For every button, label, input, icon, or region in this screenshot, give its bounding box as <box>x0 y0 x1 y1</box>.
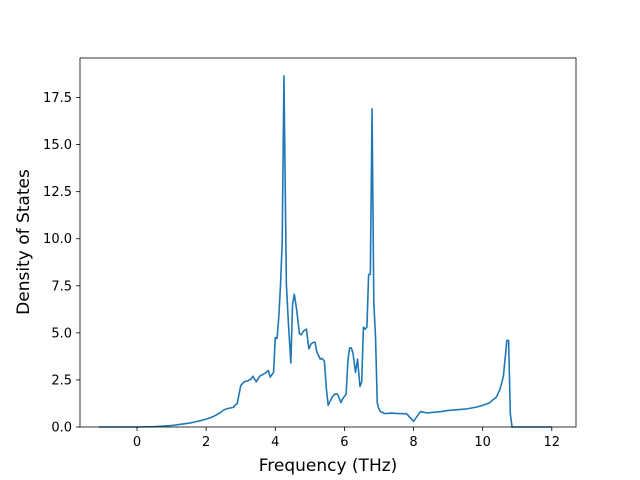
y-tick-label: 2.5 <box>51 373 72 388</box>
x-tick-label: 0 <box>133 435 141 450</box>
x-axis-ticks: 0 2 4 6 8 10 12 <box>133 427 560 450</box>
y-tick-label: 10.0 <box>43 232 72 247</box>
x-tick-label: 4 <box>271 435 279 450</box>
y-tick-label: 12.5 <box>43 185 72 200</box>
x-tick-label: 8 <box>409 435 417 450</box>
x-tick-label: 6 <box>340 435 348 450</box>
y-tick-label: 5.0 <box>51 326 72 341</box>
x-tick-label: 10 <box>474 435 491 450</box>
dos-series-line <box>99 75 552 428</box>
y-axis-ticks: 0.0 2.5 5.0 7.5 10.0 12.5 15.0 17.5 <box>43 91 80 436</box>
x-tick-label: 2 <box>202 435 210 450</box>
x-axis-title: Frequency (THz) <box>259 456 398 476</box>
x-tick-label: 12 <box>544 435 561 450</box>
y-tick-label: 17.5 <box>43 91 72 106</box>
y-tick-label: 15.0 <box>43 138 72 153</box>
y-tick-label: 7.5 <box>51 279 72 294</box>
plot-area <box>99 75 552 428</box>
y-tick-label: 0.0 <box>51 421 72 436</box>
y-axis-title: Density of States <box>14 169 34 315</box>
axes-frame <box>79 57 577 428</box>
